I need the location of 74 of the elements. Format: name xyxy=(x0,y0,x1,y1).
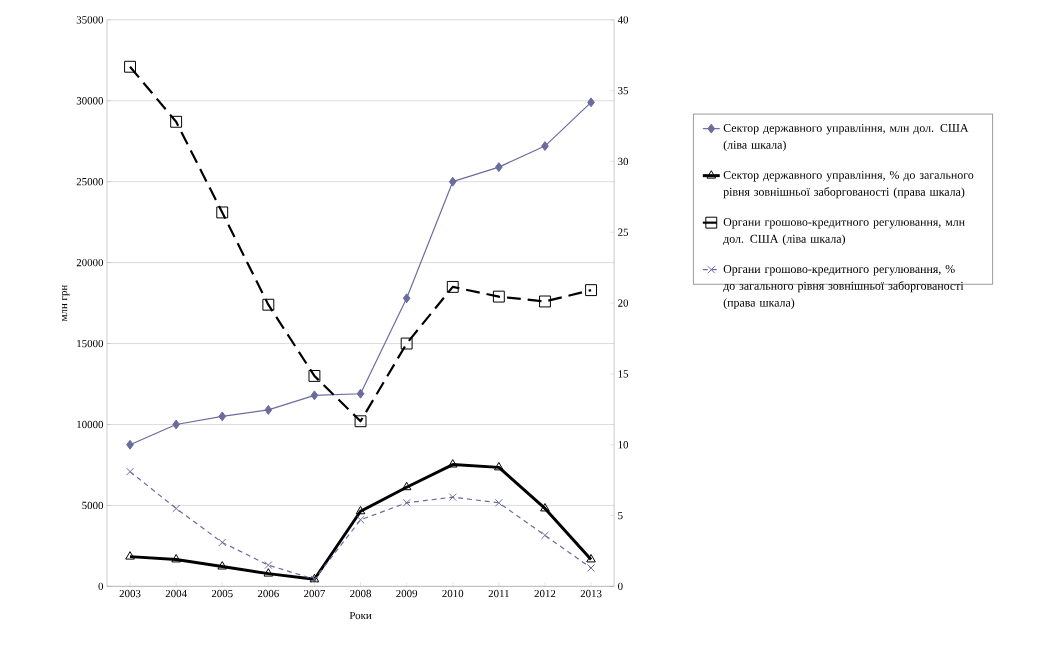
point xyxy=(448,493,457,502)
x-tick-label: 2008 xyxy=(350,589,372,598)
point xyxy=(586,554,596,563)
y-axis-title: млн грн xyxy=(62,285,70,322)
point xyxy=(263,568,274,577)
point xyxy=(494,462,504,471)
y2-tick-label: 20 xyxy=(618,299,629,307)
y-tick-label: 0 xyxy=(98,582,104,591)
y2-tick-label: 10 xyxy=(618,441,629,449)
point xyxy=(446,281,459,293)
point xyxy=(355,505,366,515)
x-tick-label: 2011 xyxy=(488,589,509,598)
y-tick-label: 20000 xyxy=(76,259,104,267)
point xyxy=(356,388,365,399)
legend-label: Сектор державного управління, % до загального рівня зовнішньої заборгованості (права шкала) xyxy=(723,171,974,199)
point xyxy=(218,538,227,547)
x-tick-label: 2005 xyxy=(211,589,233,598)
x-tick-label: 2012 xyxy=(534,589,556,598)
point xyxy=(264,405,273,415)
point xyxy=(216,206,229,219)
point xyxy=(495,162,503,173)
point xyxy=(356,515,365,524)
point xyxy=(587,564,596,573)
point xyxy=(540,503,550,512)
point xyxy=(218,411,227,422)
x-tick-label: 2010 xyxy=(442,589,464,598)
x-tick-label: 2003 xyxy=(119,589,141,598)
point xyxy=(172,419,180,430)
point xyxy=(539,295,551,308)
x-tick-label: 2009 xyxy=(396,589,418,598)
point xyxy=(540,531,549,540)
y-tick-label: 35000 xyxy=(76,16,104,24)
point xyxy=(541,141,549,152)
point xyxy=(126,439,134,450)
y-tick-label: 5000 xyxy=(82,501,104,510)
point xyxy=(400,337,413,350)
legend-label: Органи грошово-кредитного регулювання, % до загального рівня зовнішньої заборгованості (права шкала) xyxy=(723,265,964,310)
point xyxy=(264,561,273,570)
point xyxy=(354,415,367,428)
point xyxy=(308,370,321,382)
y-tick-label: 25000 xyxy=(76,178,104,186)
point xyxy=(124,60,136,73)
x-tick-label: 2004 xyxy=(165,589,187,598)
x-tick-label: 2006 xyxy=(257,589,279,598)
point xyxy=(310,390,319,401)
point xyxy=(171,554,181,563)
point xyxy=(585,284,597,297)
x-axis-title: Роки xyxy=(349,612,372,620)
y-tick-label: 30000 xyxy=(76,97,104,105)
y2-tick-label: 30 xyxy=(618,157,629,166)
point xyxy=(494,498,503,507)
y2-tick-label: 35 xyxy=(618,87,629,95)
point xyxy=(172,504,181,513)
legend-label: Сектор державного управління, млн дол. США (ліва шкала) xyxy=(723,124,969,152)
point xyxy=(402,498,411,507)
y2-tick-label: 15 xyxy=(618,370,629,378)
point xyxy=(587,97,595,108)
y2-tick-label: 25 xyxy=(618,228,629,237)
y2-tick-label: 0 xyxy=(618,582,623,591)
point xyxy=(217,561,228,570)
y-tick-label: 15000 xyxy=(77,339,104,348)
point xyxy=(126,467,135,476)
y2-tick-label: 5 xyxy=(618,512,623,520)
y-tick-label: 10000 xyxy=(77,420,104,429)
point xyxy=(170,115,183,128)
point xyxy=(262,298,275,311)
y2-tick-label: 40 xyxy=(617,16,629,24)
x-tick-label: 2013 xyxy=(580,589,602,598)
point xyxy=(402,293,411,304)
point xyxy=(492,290,505,303)
point xyxy=(125,551,135,560)
legend-label: Органи грошово-кредитного регулювання, млн дол. США (ліва шкала) xyxy=(723,218,965,246)
point xyxy=(448,176,457,187)
x-tick-label: 2007 xyxy=(304,589,326,598)
